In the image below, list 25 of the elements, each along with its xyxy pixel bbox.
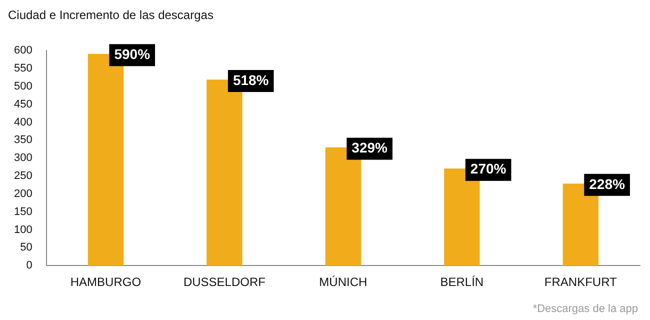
data-label: 518% <box>232 72 270 88</box>
data-label: 228% <box>589 176 626 192</box>
x-tick-label: HAMBURGO <box>70 275 142 290</box>
x-tick-label: FRANKFURT <box>544 275 618 290</box>
data-label: 590% <box>114 46 151 62</box>
x-tick-label: DUSSELDORF <box>183 275 266 290</box>
y-tick-label: 450 <box>14 98 32 110</box>
y-tick-label: 150 <box>14 206 32 218</box>
y-tick-label: 0 <box>26 260 32 272</box>
y-tick-label: 350 <box>14 134 32 146</box>
y-tick-label: 200 <box>14 188 32 200</box>
chart-title: Ciudad e Incremento de las descargas <box>8 8 214 22</box>
y-tick-label: 300 <box>14 152 32 164</box>
data-label: 270% <box>470 160 507 177</box>
x-tick-label: BERLÍN <box>440 275 484 290</box>
y-tick-label: 500 <box>14 80 32 92</box>
y-tick-label: 50 <box>20 242 32 254</box>
y-tick-label: 100 <box>14 224 32 236</box>
x-tick-label: MÚNICH <box>319 275 368 290</box>
y-tick-label: 250 <box>14 170 32 182</box>
y-tick-label: 600 <box>14 44 32 57</box>
data-label: 329% <box>352 140 388 156</box>
y-tick-label: 550 <box>14 62 32 75</box>
y-tick-label: 400 <box>14 116 32 128</box>
text: *Descargas de la app <box>532 303 638 315</box>
